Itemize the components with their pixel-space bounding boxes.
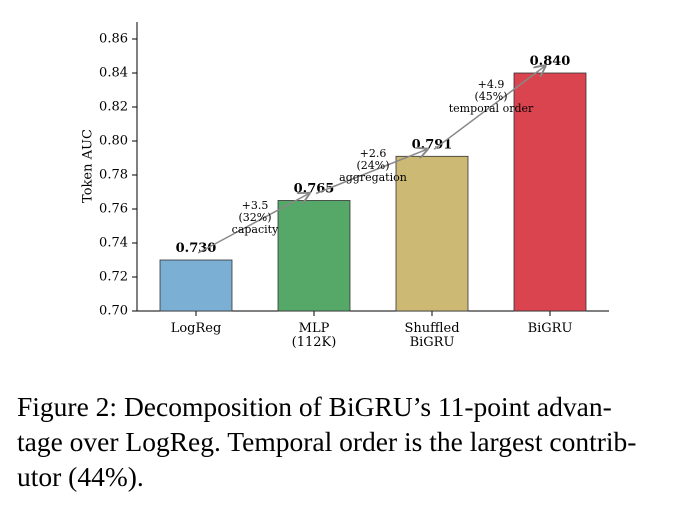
annotation: +3.5 (32%) capacity [232,199,279,236]
bar [395,155,469,312]
value-label: 0.840 [530,54,571,69]
caption-line: tage over LogReg. Temporal order is the … [17,426,637,457]
arrow [315,149,427,195]
y-tick-label: 0.72 [99,270,128,285]
x-tick-label: BiGRU [528,321,573,336]
chart: Token AUC 0.70 0.72 0.74 0.76 0.78 0.80 0.82 0.… [81,22,609,350]
bar [513,72,587,312]
y-axis-label: Token AUC [81,129,96,203]
y-tick-label: 0.82 [99,100,128,115]
caption-line: Figure 2: Decomposition of BiGRU’s 11-po… [17,391,612,422]
y-tick-label: 0.76 [99,202,128,217]
caption-line: utor (44%). [17,461,144,492]
arrow [433,66,545,150]
y-tick-label: 0.74 [99,236,128,251]
y-tick-label: 0.84 [99,66,128,81]
bar [277,200,351,312]
value-label: 0.730 [176,241,217,256]
annotation: +2.6 (24%) aggregation [339,147,407,184]
x-tick-label: Shuffled BiGRU [404,321,459,350]
bar [159,259,233,312]
y-tick-label: 0.80 [99,134,128,149]
x-tick-label: MLP (112K) [292,321,337,350]
x-tick-label: LogReg [171,321,222,336]
y-tick-label: 0.78 [99,168,128,183]
y-tick-label: 0.86 [99,32,128,47]
y-tick-label: 0.70 [99,304,128,319]
arrow [197,194,309,254]
annotation: +4.9 (45%) temporal order [449,78,534,115]
